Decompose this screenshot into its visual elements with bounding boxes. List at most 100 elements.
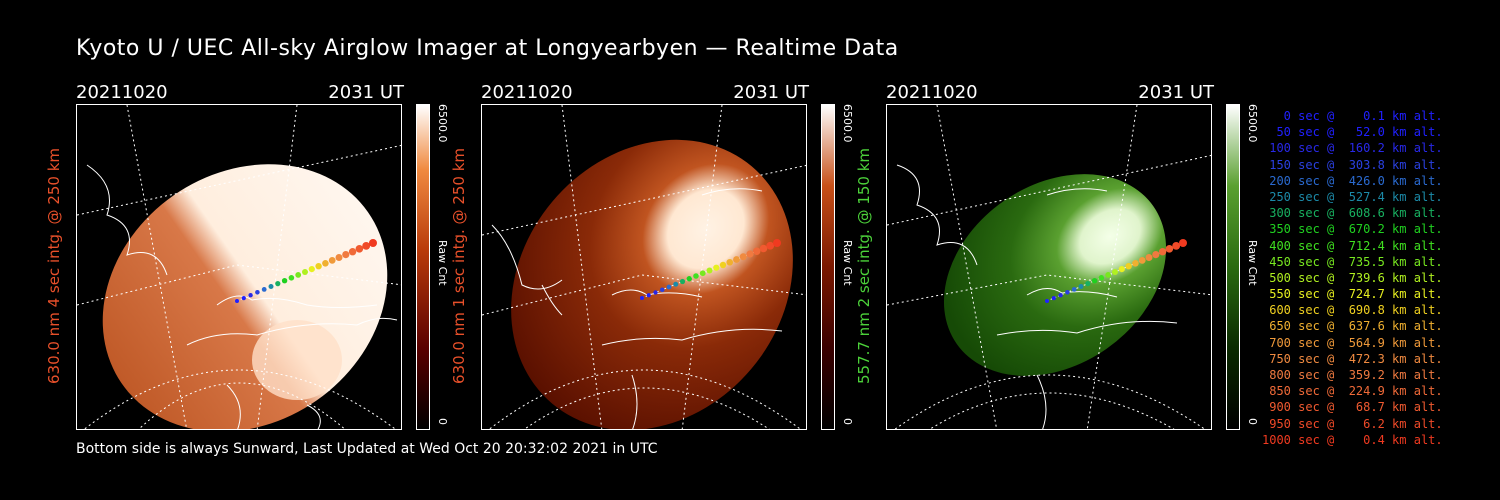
panel-ylabel: 630.0 nm 4 sec intg. @ 250 km — [45, 147, 63, 385]
trajectory-point — [288, 275, 295, 281]
trajectory-point — [308, 266, 315, 273]
trajectory-point — [726, 258, 734, 266]
trajectory-point — [699, 270, 706, 277]
airglow-panel-630-1s: 20211020 2031 UT 630.0 nm 1 sec intg. @ … — [450, 80, 881, 430]
colorbar-min: 0 — [1246, 418, 1259, 425]
panel-ylabel: 630.0 nm 1 sec intg. @ 250 km — [450, 147, 468, 385]
trajectory-point — [1152, 251, 1160, 259]
trajectory-point — [328, 257, 336, 264]
legend-row: 250 sec @ 527.4 km alt. — [1262, 189, 1443, 204]
trajectory-point — [1071, 287, 1077, 292]
colorbar-unit: Raw Cnt — [841, 240, 854, 286]
legend-row: 700 sec @ 564.9 km alt. — [1262, 335, 1443, 350]
trajectory-legend: 0 sec @ 0.1 km alt. 50 sec @ 52.0 km alt… — [1262, 108, 1443, 448]
grid-lines — [482, 105, 806, 429]
sky-disk — [102, 164, 388, 429]
page-title: Kyoto U / UEC All-sky Airglow Imager at … — [76, 36, 899, 61]
legend-row: 750 sec @ 472.3 km alt. — [1262, 351, 1443, 366]
trajectory-point — [248, 293, 253, 298]
legend-row: 550 sec @ 724.7 km alt. — [1262, 287, 1443, 302]
legend-row: 600 sec @ 690.8 km alt. — [1262, 303, 1443, 318]
trajectory-point — [235, 299, 239, 303]
trajectory-point — [1065, 290, 1070, 295]
colorbar — [416, 104, 430, 430]
trajectory-point — [1051, 296, 1056, 301]
all-sky-image-svg — [482, 105, 806, 429]
trajectory-point — [1125, 263, 1132, 270]
trajectory-point — [739, 253, 747, 261]
colorbar — [821, 104, 835, 430]
legend-row: 350 sec @ 670.2 km alt. — [1262, 222, 1443, 237]
trajectory-point — [369, 239, 377, 247]
panel-date: 20211020 — [481, 82, 573, 103]
trajectory-point — [335, 254, 343, 261]
legend-row: 800 sec @ 359.2 km alt. — [1262, 368, 1443, 382]
trajectory-point — [1145, 254, 1153, 261]
grid-lines — [887, 105, 1211, 429]
sky-disk — [943, 174, 1167, 376]
coastlines — [86, 164, 398, 429]
trajectory-point — [295, 272, 302, 278]
legend-row: 650 sec @ 637.6 km alt. — [1262, 319, 1443, 334]
trajectory-point — [766, 241, 775, 250]
colorbar-max: 6500.0 — [841, 104, 854, 143]
all-sky-image — [76, 104, 402, 430]
panel-time: 2031 UT — [1138, 82, 1214, 103]
trajectory-point — [646, 293, 651, 298]
trajectory-point — [1098, 275, 1105, 281]
trajectory-point — [268, 284, 274, 289]
trajectory-points — [235, 239, 377, 303]
trajectory-point — [275, 281, 281, 287]
trajectory-point — [355, 245, 364, 253]
trajectory-points — [640, 239, 781, 300]
trajectory-points — [1045, 239, 1187, 303]
trajectory-point — [753, 247, 761, 255]
trajectory-point — [1138, 257, 1146, 264]
sky-disk — [511, 139, 793, 429]
legend-row: 0 sec @ 0.1 km alt. — [1262, 109, 1443, 123]
coastlines — [896, 164, 1178, 429]
airglow-panel-557-2s: 20211020 2031 UT 557.7 nm 2 sec intg. @ … — [855, 80, 1286, 430]
trajectory-point — [706, 267, 713, 274]
trajectory-point — [673, 281, 679, 287]
trajectory-point — [733, 256, 740, 263]
all-sky-image — [481, 104, 807, 430]
trajectory-point — [281, 278, 288, 284]
trajectory-point — [1179, 239, 1187, 247]
trajectory-point — [348, 248, 357, 256]
trajectory-point — [686, 276, 692, 282]
trajectory-point — [261, 287, 267, 292]
trajectory-point — [1105, 272, 1112, 278]
trajectory-point — [1158, 248, 1167, 256]
trajectory-point — [1085, 281, 1091, 287]
trajectory-point — [666, 284, 672, 290]
colorbar-max: 6500.0 — [436, 104, 449, 143]
trajectory-point — [719, 261, 727, 269]
trajectory-point — [713, 264, 720, 271]
grid-lines — [77, 105, 401, 429]
legend-row: 200 sec @ 426.0 km alt. — [1262, 173, 1443, 188]
trajectory-point — [315, 263, 322, 270]
trajectory-point — [302, 269, 308, 275]
legend-row: 100 sec @ 160.2 km alt. — [1262, 141, 1443, 156]
trajectory-point — [1112, 269, 1118, 275]
panel-date: 20211020 — [886, 82, 978, 103]
trajectory-point — [1165, 245, 1174, 253]
legend-row: 150 sec @ 303.8 km alt. — [1262, 157, 1443, 172]
trajectory-point — [653, 290, 658, 295]
footer-status: Bottom side is always Sunward, Last Upda… — [76, 441, 658, 457]
trajectory-point — [640, 296, 644, 300]
trajectory-point — [1078, 284, 1084, 289]
all-sky-image-svg — [887, 105, 1211, 429]
all-sky-image — [886, 104, 1212, 430]
colorbar — [1226, 104, 1240, 430]
legend-row: 450 sec @ 735.5 km alt. — [1262, 254, 1443, 269]
trajectory-point — [1132, 260, 1139, 267]
trajectory-point — [746, 250, 754, 258]
trajectory-point — [1058, 293, 1063, 298]
legend-row: 500 sec @ 739.6 km alt. — [1262, 270, 1443, 285]
trajectory-point — [1045, 299, 1049, 303]
legend-row: 900 sec @ 68.7 km alt. — [1262, 400, 1443, 415]
legend-row: 50 sec @ 52.0 km alt. — [1262, 125, 1443, 140]
trajectory-point — [362, 242, 371, 250]
